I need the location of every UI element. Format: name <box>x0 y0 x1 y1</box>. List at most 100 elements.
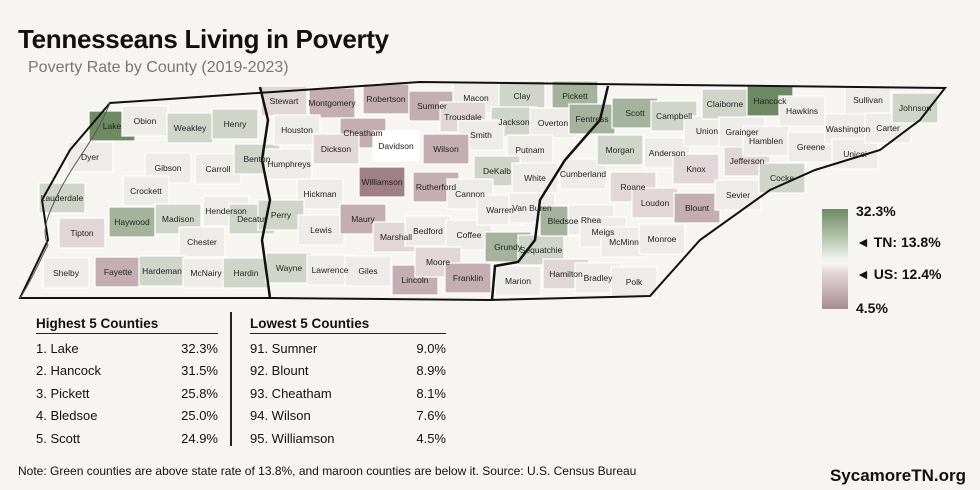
county-label-warren: Warren <box>486 205 514 215</box>
county-label-johnson: Johnson <box>899 103 931 113</box>
lowest-counties-table: Lowest 5 Counties 91. Sumner 9.0% 92. Blou… <box>250 316 446 450</box>
county-label-lincoln: Lincoln <box>402 275 429 285</box>
highest-county-name: 2. Hancock <box>36 363 102 379</box>
county-scott <box>611 97 659 129</box>
county-chester <box>178 226 226 258</box>
county-label-franklin: Franklin <box>453 273 484 283</box>
county-label-lawrence: Lawrence <box>312 265 349 275</box>
highest-county-name: 4. Bledsoe <box>36 408 98 424</box>
county-cannon <box>446 178 494 210</box>
county-label-henry: Henry <box>224 119 247 129</box>
county-label-marshall: Marshall <box>380 232 412 242</box>
county-knox <box>672 153 720 185</box>
legend-tn-rate: ◄ TN: 13.8% <box>856 234 941 250</box>
county-label-pickett: Pickett <box>562 91 588 101</box>
lowest-row: 94. Wilson 7.6% <box>250 405 446 428</box>
lowest-county-name: 91. Sumner <box>250 340 318 356</box>
highest-county-value: 31.5% <box>181 363 218 379</box>
highest-county-name: 1. Lake <box>36 340 79 356</box>
county-label-coffee: Coffee <box>457 230 482 240</box>
lowest-county-value: 9.0% <box>416 340 446 356</box>
county-label-carroll: Carroll <box>205 164 230 174</box>
county-label-madison: Madison <box>162 214 194 224</box>
county-label-macon: Macon <box>463 93 489 103</box>
county-wilson <box>422 133 470 165</box>
county-label-polk: Polk <box>626 277 643 287</box>
county-clay <box>498 80 546 112</box>
county-label-montgomery: Montgomery <box>308 98 356 108</box>
lowest-county-value: 7.6% <box>416 408 446 424</box>
county-franklin <box>444 262 492 294</box>
county-label-roane: Roane <box>620 182 645 192</box>
west-middle-border <box>258 86 272 299</box>
county-label-hickman: Hickman <box>303 189 336 199</box>
county-label-gibson: Gibson <box>155 163 182 173</box>
highest-row: 1. Lake 32.3% <box>36 337 218 360</box>
county-hamblen <box>742 125 790 157</box>
county-label-lake: Lake <box>103 121 122 131</box>
table-divider <box>230 312 232 446</box>
footnote: Note: Green counties are above state rat… <box>18 464 637 478</box>
county-label-campbell: Campbell <box>656 111 692 121</box>
lowest-row: 95. Williamson 4.5% <box>250 427 446 450</box>
middle-east-border <box>490 85 610 301</box>
county-perry <box>257 199 305 231</box>
county-label-dickson: Dickson <box>321 144 352 154</box>
county-sullivan <box>844 84 892 116</box>
county-label-cocke: Cocke <box>770 173 794 183</box>
highest-county-name: 3. Pickett <box>36 385 90 401</box>
county-label-benton: Benton <box>244 154 271 164</box>
county-label-davidson: Davidson <box>378 141 414 151</box>
county-label-wayne: Wayne <box>276 263 302 273</box>
county-label-mcminn: McMinn <box>609 237 639 247</box>
county-lewis <box>297 214 345 246</box>
county-label-williamson: Williamson <box>361 177 402 187</box>
county-lauderdale <box>38 182 86 214</box>
county-label-humphreys: Humphreys <box>267 159 310 169</box>
county-label-tipton: Tipton <box>70 228 94 238</box>
lowest-county-name: 93. Cheatham <box>250 385 332 401</box>
county-label-crockett: Crockett <box>130 186 162 196</box>
county-label-grainger: Grainger <box>725 127 758 137</box>
county-label-weakley: Weakley <box>174 123 207 133</box>
county-label-washington: Washington <box>826 124 871 134</box>
county-label-mcnairy: McNairy <box>190 268 222 278</box>
brand-name: SycamoreTN.org <box>829 466 966 485</box>
county-carroll <box>194 153 242 185</box>
county-sevier <box>714 179 762 211</box>
county-label-hardin: Hardin <box>233 268 258 278</box>
county-label-chester: Chester <box>187 237 217 247</box>
county-label-shelby: Shelby <box>53 268 80 278</box>
county-label-greene: Greene <box>797 142 826 152</box>
county-label-anderson: Anderson <box>649 148 686 158</box>
county-label-claiborne: Claiborne <box>707 99 744 109</box>
county-blount <box>673 192 721 224</box>
county-hawkins <box>778 95 826 127</box>
lowest-county-value: 8.1% <box>416 385 446 401</box>
county-label-loudon: Loudon <box>641 198 670 208</box>
county-label-bedford: Bedford <box>413 226 443 236</box>
tennessee-county-map: Lake Obion Weakley Henry Dyer Gibson Carroll Be… <box>18 80 948 302</box>
county-dyer <box>66 141 114 173</box>
lowest-heading: Lowest 5 Counties <box>250 316 446 334</box>
county-label-hamilton: Hamilton <box>549 269 583 279</box>
highest-row: 5. Scott 24.9% <box>36 427 218 450</box>
county-hardeman <box>138 255 186 287</box>
county-label-hawkins: Hawkins <box>786 106 818 116</box>
county-giles <box>344 255 392 287</box>
county-label-van-buren: Van Buren <box>512 203 552 213</box>
county-label-houston: Houston <box>281 125 313 135</box>
county-label-sevier: Sevier <box>726 190 750 200</box>
county-label-monroe: Monroe <box>648 234 677 244</box>
county-label-hamblen: Hamblen <box>749 136 783 146</box>
map-subtitle: Poverty Rate by County (2019-2023) <box>28 59 289 76</box>
highest-row: 2. Hancock 31.5% <box>36 360 218 383</box>
mississippi-river <box>19 102 111 299</box>
county-label-fentress: Fentress <box>575 114 608 124</box>
highest-county-value: 24.9% <box>181 430 218 446</box>
county-label-white: White <box>524 173 546 183</box>
highest-counties-table: Highest 5 Counties 1. Lake 32.3% 2. Hancoc… <box>36 316 218 450</box>
lowest-county-value: 4.5% <box>416 430 446 446</box>
county-label-perry: Perry <box>271 210 292 220</box>
county-label-lauderdale: Lauderdale <box>41 193 84 203</box>
